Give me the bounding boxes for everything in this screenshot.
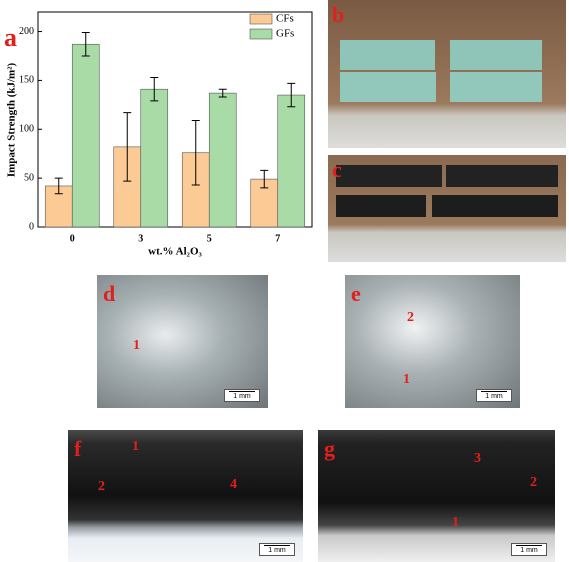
y-tick-label: 0 — [29, 221, 34, 232]
specimen — [450, 72, 542, 102]
annotation: 1 — [452, 516, 459, 530]
legend-label: GFs — [276, 28, 294, 40]
panel-label: c — [332, 159, 342, 181]
bar — [278, 95, 305, 227]
y-axis-label: Impact Strength (kJ/m²) — [6, 63, 18, 178]
specimen — [450, 40, 542, 70]
y-tick-label: 100 — [19, 124, 34, 135]
panel-label: g — [324, 438, 335, 460]
legend-swatch — [250, 29, 272, 39]
specimen — [432, 195, 558, 217]
panel-label: d — [103, 283, 115, 305]
scale-bar: 1 mm — [259, 543, 295, 556]
x-tick-label: 7 — [275, 233, 280, 244]
bar — [209, 93, 236, 227]
legend-label: CFs — [276, 13, 294, 25]
annotation: 1 — [133, 339, 140, 353]
scale-bar: 1 mm — [476, 389, 512, 402]
y-tick-label: 50 — [24, 172, 34, 183]
x-tick-label: 5 — [207, 233, 212, 244]
annotation: 1 — [132, 440, 139, 454]
panel-label: e — [351, 283, 361, 305]
annotation: 2 — [98, 480, 105, 494]
panel-label: f — [74, 438, 81, 460]
photo: c — [328, 155, 566, 262]
photo: b — [328, 0, 566, 148]
x-axis-label: wt.% Al₂O₃ — [148, 246, 202, 258]
photo: g 3 2 1 1 mm — [318, 430, 555, 562]
scale-bar: 1 mm — [511, 543, 547, 556]
y-tick-label: 200 — [19, 26, 34, 37]
annotation: 1 — [403, 373, 410, 387]
y-tick-label: 150 — [19, 75, 34, 86]
bar-chart: a wt.% Al₂O₃ Impact Strength (kJ/m²) 050… — [0, 0, 318, 265]
specimen — [336, 165, 442, 187]
specimen — [340, 40, 435, 70]
specimen — [336, 195, 426, 217]
photo: d 1 1 mm — [97, 275, 268, 408]
annotation: 4 — [230, 478, 237, 492]
panel-label: a — [4, 23, 17, 52]
annotation: 3 — [474, 452, 481, 466]
photo: f 1 2 4 1 mm — [68, 430, 303, 562]
figure: {"chart_data": {"type": "bar", "panel_la… — [0, 0, 569, 562]
photo: e 2 1 1 mm — [345, 275, 520, 408]
specimen — [446, 165, 558, 187]
bar — [141, 89, 168, 227]
x-tick-label: 0 — [70, 233, 75, 244]
x-tick-label: 3 — [138, 233, 143, 244]
annotation: 2 — [530, 476, 537, 490]
specimen — [340, 72, 436, 102]
panel-label: b — [332, 4, 344, 26]
scale-bar: 1 mm — [224, 389, 260, 402]
annotation: 2 — [407, 311, 414, 325]
bar — [72, 44, 99, 227]
legend-swatch — [250, 14, 272, 24]
